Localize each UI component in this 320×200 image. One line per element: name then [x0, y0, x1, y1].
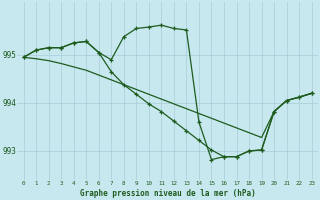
- X-axis label: Graphe pression niveau de la mer (hPa): Graphe pression niveau de la mer (hPa): [80, 189, 255, 198]
